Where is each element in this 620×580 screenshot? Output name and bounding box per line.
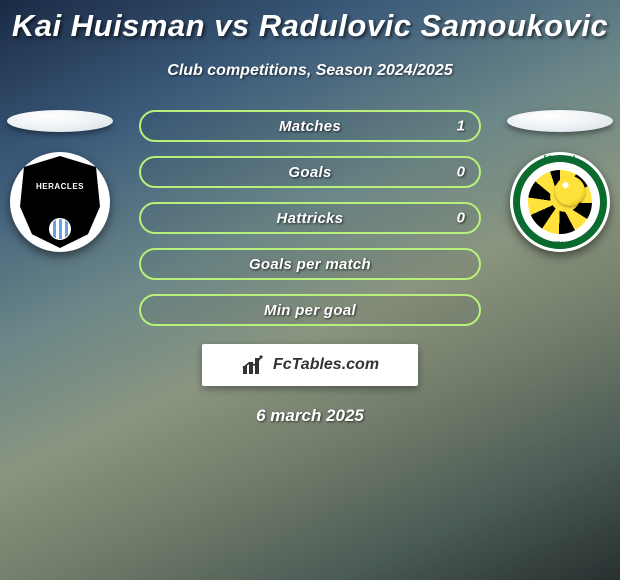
- stat-label: Goals per match: [249, 256, 371, 273]
- fortuna-bottom-label: SITTARD: [545, 242, 574, 248]
- right-player-column: FORTUNA SITTARD: [500, 110, 620, 252]
- brand-box: FcTables.com: [202, 344, 418, 386]
- stat-row-goals: Goals 0: [139, 156, 481, 188]
- fortuna-ring-icon: FORTUNA SITTARD: [513, 155, 607, 249]
- brand-text: FcTables.com: [273, 356, 379, 374]
- stat-label: Matches: [279, 118, 341, 135]
- right-club-crest: FORTUNA SITTARD: [510, 152, 610, 252]
- heracles-name-label: HERACLES: [36, 182, 84, 191]
- stat-rows: Matches 1 Goals 0 Hattricks 0 Goals per …: [139, 110, 481, 326]
- heracles-ball-icon: [49, 218, 71, 240]
- stat-value-right: 1: [457, 118, 465, 135]
- left-club-crest: HERACLES: [10, 152, 110, 252]
- stat-label: Hattricks: [277, 210, 344, 227]
- stat-label: Goals: [288, 164, 331, 181]
- date-line: 6 march 2025: [0, 406, 620, 426]
- stat-value-right: 0: [457, 210, 465, 227]
- stat-row-matches: Matches 1: [139, 110, 481, 142]
- right-player-oval: [507, 110, 613, 132]
- stat-label: Min per goal: [264, 302, 356, 319]
- stat-row-mpg: Min per goal: [139, 294, 481, 326]
- heracles-shield-icon: HERACLES: [20, 156, 100, 248]
- left-player-oval: [7, 110, 113, 132]
- page-title: Kai Huisman vs Radulovic Samoukovic: [0, 0, 620, 44]
- fortuna-top-label: FORTUNA: [544, 156, 577, 162]
- subtitle: Club competitions, Season 2024/2025: [0, 62, 620, 80]
- left-player-column: HERACLES: [0, 110, 120, 252]
- stat-row-hattricks: Hattricks 0: [139, 202, 481, 234]
- stat-row-gpm: Goals per match: [139, 248, 481, 280]
- stat-value-right: 0: [457, 164, 465, 181]
- brand-chart-icon: [241, 354, 267, 376]
- fortuna-ball-icon: [555, 176, 585, 206]
- comparison-layout: HERACLES FORTUNA SITTARD Matches 1 Goals…: [0, 110, 620, 426]
